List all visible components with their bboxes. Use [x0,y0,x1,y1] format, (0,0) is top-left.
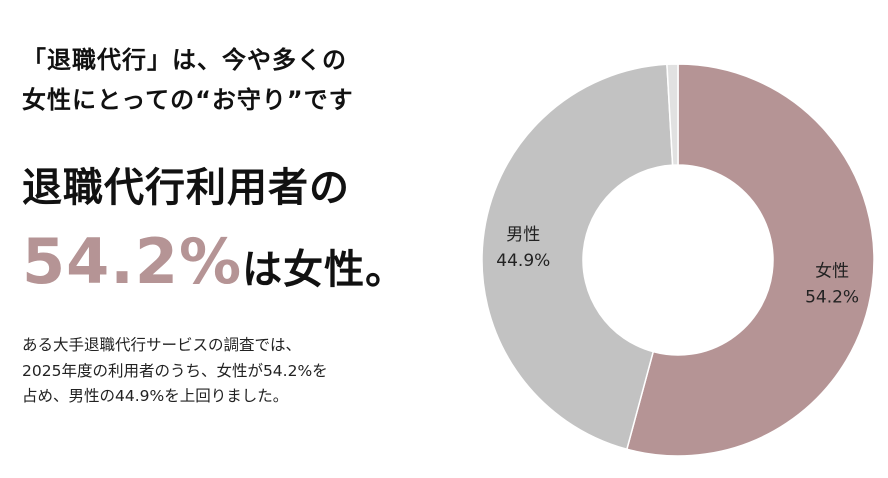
body-text-line-2: 2025年度の利用者のうち、女性が54.2%を [22,361,328,380]
donut-slice-2 [666,63,679,166]
donut-slice-label-0: 女性 54.2% [805,262,859,308]
big-statement-suffix: は女性。 [242,247,407,293]
donut-slice-value-1: 44.9% [496,251,550,271]
big-statement-percent: 54.2% [22,225,243,298]
big-statement-line-1: 退職代行利用者の [22,165,350,211]
headline-line-1: 「退職代行」は、今や多くの [22,46,347,74]
donut-slice-label-1: 男性 44.9% [496,225,550,271]
donut-slice-0 [625,63,875,457]
donut-chart: 女性 54.2% 男性 44.9% [468,50,888,470]
body-text-line-1: ある大手退職代行サービスの調査では、 [22,336,302,354]
body-text: ある大手退職代行サービスの調査では、 2025年度の利用者のうち、女性が54.2… [22,333,442,410]
donut-slice-value-0: 54.2% [805,288,859,308]
headline: 「退職代行」は、今や多くの 女性にとっての“お守り”です [22,40,354,120]
big-statement-line-2: 54.2%は女性。 [22,222,406,302]
donut-slice-name-1: 男性 [506,225,540,245]
headline-line-2: 女性にとっての“お守り”です [22,86,354,114]
donut-slice-1 [481,63,674,451]
donut-chart-svg: 女性 54.2% 男性 44.9% [481,63,875,457]
body-text-line-3: 占め、男性の44.9%を上回りました。 [22,387,289,405]
donut-slice-name-0: 女性 [815,262,849,282]
